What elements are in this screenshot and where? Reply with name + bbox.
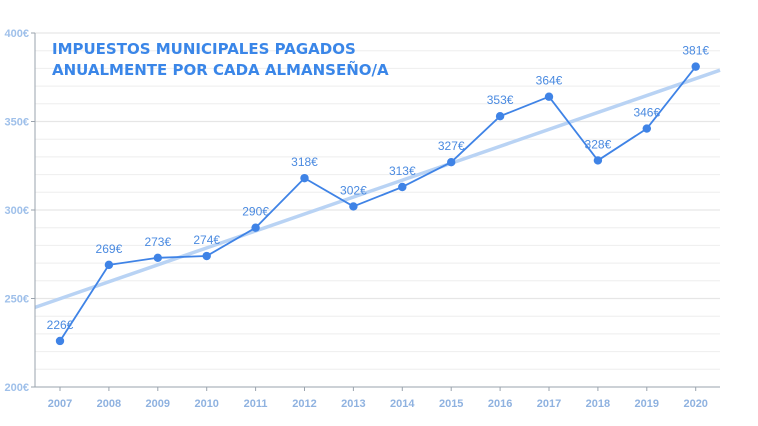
data-point <box>642 124 651 133</box>
y-tick-label: 300€ <box>5 205 29 217</box>
data-point <box>495 111 505 121</box>
data-label: 364€ <box>536 74 563 88</box>
data-label: 327€ <box>438 139 465 153</box>
x-tick-label: 2009 <box>146 398 170 410</box>
data-label: 226€ <box>47 318 74 332</box>
x-tick-label: 2008 <box>97 398 121 410</box>
y-tick-label: 200€ <box>5 382 29 394</box>
data-point <box>300 173 309 183</box>
data-point <box>153 253 162 262</box>
trendline <box>34 68 721 310</box>
data-label: 346€ <box>633 106 660 120</box>
chart-title: IMPUESTOS MUNICIPALES PAGADOS ANUALMENTE… <box>52 40 389 79</box>
data-point <box>349 202 358 211</box>
data-point <box>104 260 114 270</box>
trendline-layer <box>34 68 721 310</box>
grid <box>35 32 720 370</box>
data-point <box>447 158 456 167</box>
data-point <box>251 223 260 232</box>
chart-title-line-1: IMPUESTOS MUNICIPALES PAGADOS <box>52 40 356 58</box>
axes: 200€ 250€ 300€ 350€ 400€ 2007 2008 2009 2010 2011… <box>5 28 720 410</box>
x-tick-label: 2010 <box>194 398 218 410</box>
x-tick-label: 2013 <box>341 398 365 410</box>
x-tick-label: 2015 <box>439 398 463 410</box>
series-line <box>59 66 697 342</box>
data-point <box>55 336 65 346</box>
data-label: 290€ <box>242 205 269 219</box>
data-label: 353€ <box>487 93 514 107</box>
data-label: 381€ <box>682 44 709 58</box>
y-tick-label: 400€ <box>5 28 29 40</box>
y-tick-label: 250€ <box>5 294 29 306</box>
data-label: 328€ <box>585 137 612 151</box>
data-label: 302€ <box>340 183 367 197</box>
data-label: 273€ <box>144 235 171 249</box>
data-point <box>202 251 211 261</box>
x-tick-label: 2019 <box>635 398 659 410</box>
data-label: 269€ <box>96 242 123 256</box>
x-tick-label: 2017 <box>537 398 561 410</box>
data-point <box>593 156 603 165</box>
x-tick-label: 2018 <box>586 398 610 410</box>
data-label: 318€ <box>291 155 318 169</box>
x-tick-label: 2007 <box>48 398 72 410</box>
x-tick-label: 2014 <box>390 398 415 410</box>
data-label: 274€ <box>193 233 220 247</box>
x-tick-label: 2011 <box>244 398 268 410</box>
data-point <box>691 62 700 71</box>
data-point <box>544 92 554 101</box>
data-labels: 226€ 269€ 273€ 274€ 290€ 318€ 302€ 313€ 327€ 353€… <box>47 44 710 332</box>
data-point <box>398 182 407 192</box>
y-tick-label: 350€ <box>5 117 29 129</box>
series-layer <box>55 62 700 346</box>
x-tick-label: 2012 <box>292 398 316 410</box>
x-tick-label: 2016 <box>488 398 512 410</box>
x-tick-label: 2020 <box>683 398 707 410</box>
data-label: 313€ <box>389 164 416 178</box>
chart-title-line-2: ANUALMENTE POR CADA ALMANSEÑO/A <box>52 60 389 79</box>
